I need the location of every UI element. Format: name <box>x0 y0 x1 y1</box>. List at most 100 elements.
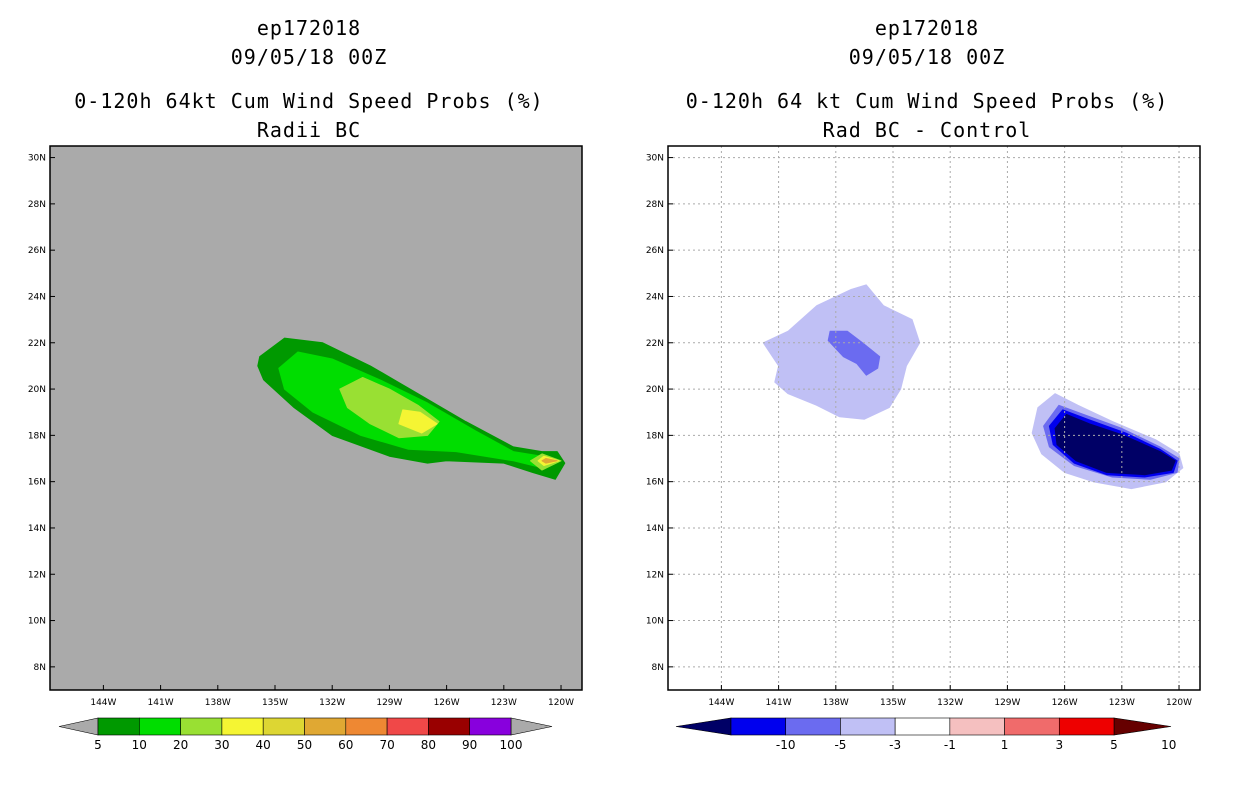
colorbar-label: 80 <box>421 738 436 752</box>
chart-title: 0-120h 64 kt Cum Wind Speed Probs (%) <box>685 89 1169 113</box>
x-tick-label: 141W <box>148 698 174 708</box>
colorbar-label: 20 <box>173 738 188 752</box>
y-tick-label: 28N <box>28 200 46 210</box>
right-chart: 144W 141W 138W 135W 132W 129W 126W 123W 120W 30N 2… <box>646 145 1201 752</box>
y-tick-label: 18N <box>28 431 46 441</box>
contour-layer <box>257 337 566 480</box>
x-tick-label: 135W <box>880 698 906 708</box>
colorbar-swatch <box>221 717 264 736</box>
y-tick-label: 14N <box>28 524 46 534</box>
chart-title: 0-120h 64kt Cum Wind Speed Probs (%) <box>74 89 544 113</box>
colorbar-swatch <box>894 717 951 736</box>
y-tick-label: 10N <box>646 617 664 627</box>
colorbar-label: 90 <box>462 738 477 752</box>
x-tick-label: 129W <box>994 698 1020 708</box>
colorbar-swatch <box>1058 717 1115 736</box>
colorbar-label: -3 <box>889 738 901 752</box>
colorbar-under-arrow <box>58 717 99 736</box>
colorbar-swatch <box>840 717 896 736</box>
colorbar-label: -5 <box>834 738 846 752</box>
colorbar-label: -1 <box>944 738 956 752</box>
plot-frame <box>667 145 1201 691</box>
storm-id: ep172018 <box>874 16 980 40</box>
y-tick-label: 22N <box>28 339 46 349</box>
colorbar-swatch <box>785 717 841 736</box>
colorbar-swatch <box>304 717 347 736</box>
datetime: 09/05/18 00Z <box>848 45 1006 69</box>
colorbar-over-arrow <box>510 717 553 736</box>
plot-frame <box>49 145 583 691</box>
y-tick-label: 12N <box>28 570 46 580</box>
colorbar-swatch <box>180 717 223 736</box>
colorbar: 5 10 20 30 40 50 60 70 80 90 100 <box>58 717 553 752</box>
contour-layer <box>762 284 1184 490</box>
contour-region <box>398 409 438 434</box>
colorbar-swatch <box>428 717 470 736</box>
colorbar-label: 40 <box>256 738 271 752</box>
x-tick-label: 132W <box>319 698 345 708</box>
x-tick-label: 135W <box>262 698 288 708</box>
y-tick-label: 10N <box>28 617 46 627</box>
x-tick-label: 132W <box>937 698 963 708</box>
storm-id: ep172018 <box>256 16 362 40</box>
y-tick-label: 18N <box>646 431 664 441</box>
x-tick-label: 123W <box>491 698 517 708</box>
colorbar-swatch <box>97 717 140 736</box>
x-tick-label: 138W <box>823 698 849 708</box>
y-tick-label: 26N <box>28 246 46 256</box>
x-tick-label: 126W <box>1052 698 1078 708</box>
colorbar-swatch <box>345 717 388 736</box>
colorbar-swatch <box>1004 717 1060 736</box>
colorbar-swatch <box>730 717 787 736</box>
y-tick-label: 26N <box>646 246 664 256</box>
colorbar-swatch <box>469 717 512 736</box>
x-tick-label: 144W <box>708 698 734 708</box>
colorbar-label: 50 <box>297 738 312 752</box>
y-tick-label: 24N <box>28 292 46 302</box>
x-tick-label: 120W <box>1166 698 1192 708</box>
y-tick-label: 20N <box>28 385 46 395</box>
y-tick-label: 12N <box>646 570 664 580</box>
y-tick-label: 24N <box>646 292 664 302</box>
colorbar-label: 1 <box>1001 738 1009 752</box>
contour-region <box>541 458 558 464</box>
x-tick-label: 129W <box>376 698 402 708</box>
colorbar-under-arrow <box>675 717 732 736</box>
y-tick-label: 28N <box>646 200 664 210</box>
colorbar-label: 60 <box>338 738 353 752</box>
colorbar: -10 -5 -3 -1 1 3 5 10 <box>675 717 1176 752</box>
chart-subtitle: Rad BC - Control <box>822 118 1032 142</box>
datetime: 09/05/18 00Z <box>230 45 388 69</box>
grid-lines <box>668 146 1200 690</box>
y-tick-label: 14N <box>646 524 664 534</box>
colorbar-over-arrow <box>1113 717 1172 736</box>
x-tick-label: 120W <box>548 698 574 708</box>
colorbar-label: 3 <box>1055 738 1063 752</box>
y-tick-label: 8N <box>652 663 664 673</box>
y-tick-label: 22N <box>646 339 664 349</box>
colorbar-swatch <box>949 717 1005 736</box>
colorbar-swatch <box>139 717 181 736</box>
y-tick-label: 20N <box>646 385 664 395</box>
colorbar-label: 5 <box>94 738 102 752</box>
x-tick-label: 126W <box>434 698 460 708</box>
colorbar-label: 10 <box>1161 738 1176 752</box>
colorbar-label: 100 <box>500 738 523 752</box>
contour-region <box>827 330 881 376</box>
contour-region <box>1054 414 1176 476</box>
colorbar-swatch <box>386 717 429 736</box>
colorbar-label: 10 <box>132 738 147 752</box>
plot-background <box>668 146 1200 690</box>
x-tick-label: 123W <box>1109 698 1135 708</box>
right-panel: ep172018 09/05/18 00Z 0-120h 64 kt Cum W… <box>618 0 1236 800</box>
y-tick-label: 16N <box>28 478 46 488</box>
y-tick-label: 30N <box>646 154 664 164</box>
colorbar-label: 30 <box>214 738 229 752</box>
colorbar-label: 5 <box>1110 738 1118 752</box>
colorbar-label: 70 <box>379 738 394 752</box>
left-chart: 144W 141W 138W 135W 132W 129W 126W 123W 120W 30N 2… <box>28 145 583 752</box>
x-tick-label: 141W <box>766 698 792 708</box>
y-tick-label: 16N <box>646 478 664 488</box>
y-tick-label: 8N <box>34 663 46 673</box>
colorbar-swatch <box>262 717 305 736</box>
